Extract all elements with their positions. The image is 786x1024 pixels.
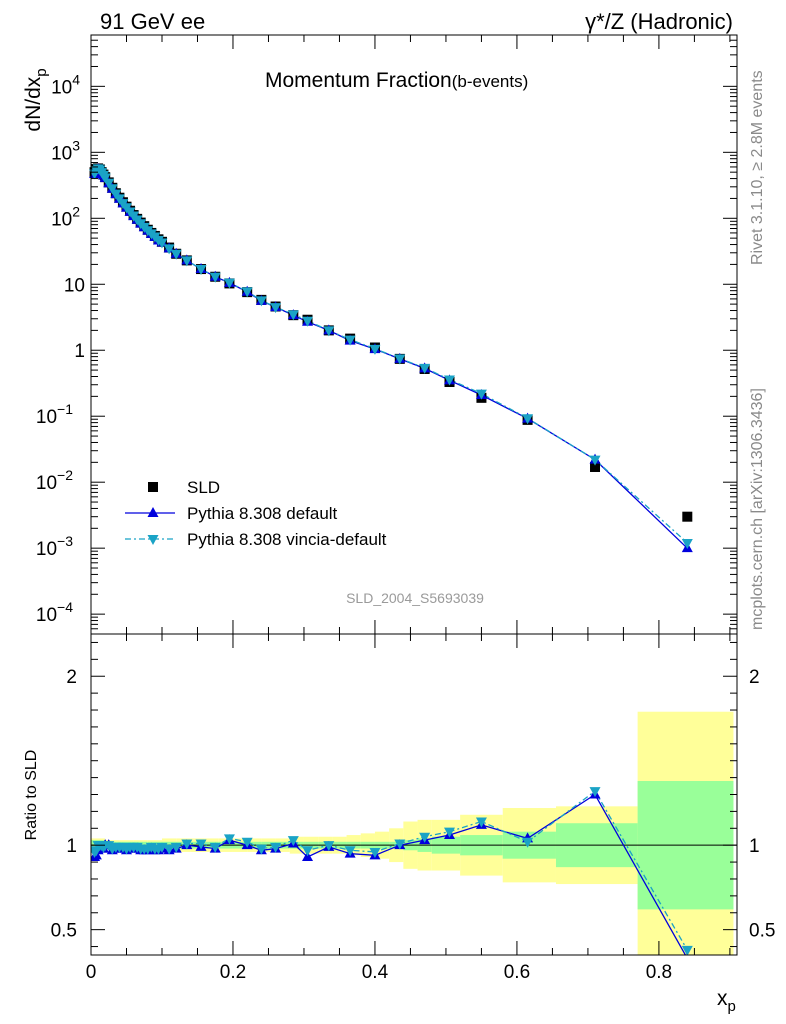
ratio-marks <box>91 787 693 955</box>
y-tick-label: 10−1 <box>36 401 73 428</box>
ratio-ylabel: Ratio to SLD <box>23 750 40 841</box>
legend-label: Pythia 8.308 default <box>187 504 338 523</box>
pythia-vincia-point <box>181 256 193 267</box>
legend-marker <box>147 507 159 517</box>
ratio-panel: 0.5 0.5 1 1 2 2 0 0.2 0.4 0.6 0.8 Ratio to SLD xp <box>23 633 775 1015</box>
x-tick-label: 0.8 <box>646 962 672 983</box>
pythia-vincia-point <box>106 184 118 195</box>
main-ylabel: dN/dxp <box>22 68 50 131</box>
y-tick-label: 10−2 <box>36 467 73 494</box>
ratio-y-tick-label-right: 1 <box>749 836 760 857</box>
y-tick-label: 10−4 <box>36 599 73 626</box>
pythia-vincia-point <box>344 335 356 346</box>
ratio-vincia-point <box>589 787 601 798</box>
ratio-vincia-point <box>241 837 253 848</box>
ratio-y-tick-label-right: 0.5 <box>749 921 775 942</box>
pythia-vincia-point <box>195 265 207 276</box>
ratio-y-tick-label-right: 2 <box>749 667 760 688</box>
ratio-vincia-point <box>443 827 455 838</box>
ratio-vincia-point <box>255 844 267 855</box>
ratio-vincia-point <box>394 839 406 850</box>
pythia-vincia-point <box>287 310 299 321</box>
pythia-vincia-point <box>163 244 175 255</box>
main-panel: 10−4 10−3 10−2 10−1 1 10 102 103 104 Momentum Fr… <box>22 34 738 635</box>
ratio-vincia-point <box>323 841 335 852</box>
y-tick-label: 104 <box>51 71 80 98</box>
ratio-axes: 0.5 0.5 1 1 2 2 0 0.2 0.4 0.6 0.8 <box>51 634 775 983</box>
pythia-vincia-line <box>93 167 688 544</box>
sld-data-point <box>682 511 693 522</box>
mcplots-label: mcplots.cern.ch [arXiv:1306.3436] <box>749 388 766 630</box>
pythia-vincia-point <box>156 238 168 249</box>
ratio-vincia-point <box>181 839 193 850</box>
x-tick-label: 0.4 <box>362 962 389 983</box>
ratio-vincia-point <box>344 846 356 857</box>
y-tick-label: 103 <box>51 137 80 164</box>
pythia-vincia-point <box>394 354 406 365</box>
legend-marker <box>148 482 158 492</box>
pythia-vincia-point <box>302 316 314 327</box>
main-marks <box>89 163 693 553</box>
x-tick-label: 0 <box>86 962 97 983</box>
watermark: SLD_2004_S5693039 <box>346 590 484 606</box>
ratio-series-group <box>91 787 693 955</box>
ratio-vincia-point <box>419 832 431 843</box>
pythia-vincia-point <box>223 278 235 289</box>
header-right: γ*/Z (Hadronic) <box>585 9 733 34</box>
pythia-vincia-point <box>241 287 253 298</box>
x-axis-label: xp <box>717 987 736 1015</box>
main-axes: 10−4 10−3 10−2 10−1 1 10 102 103 104 <box>36 34 737 635</box>
ratio-vincia-point <box>209 842 221 853</box>
pythia-vincia-point <box>209 272 221 283</box>
sld-data-point <box>590 461 601 472</box>
ratio-vincia-point <box>522 837 534 848</box>
pythia-default-line <box>93 168 688 549</box>
pythia-vincia-point <box>323 326 335 337</box>
ratio-vincia-point <box>369 847 381 858</box>
pythia-vincia-point <box>103 178 115 189</box>
ratio-y-tick-label-left: 2 <box>66 667 77 688</box>
pythia-vincia-point <box>99 173 111 184</box>
x-tick-label: 0.2 <box>220 962 246 983</box>
legend-label: SLD <box>187 478 220 497</box>
legend-marker <box>147 535 159 545</box>
y-tick-label: 10 <box>64 275 85 296</box>
pythia-vincia-point <box>475 389 487 400</box>
pythia-vincia-point <box>589 455 601 466</box>
pythia-vincia-point <box>270 303 282 314</box>
ratio-bands <box>91 711 737 955</box>
pythia-vincia-point <box>419 363 431 374</box>
legend-label: Pythia 8.308 vincia-default <box>187 530 387 549</box>
ratio-y-tick-label-left: 0.5 <box>51 921 77 942</box>
ratio-vincia-point <box>163 844 175 855</box>
ratio-y-tick-label-left: 1 <box>66 836 77 857</box>
main-title: Momentum Fraction(b-events) <box>265 69 528 92</box>
legend: SLD Pythia 8.308 default Pythia 8.308 vinc… <box>125 478 387 549</box>
pythia-vincia-point <box>443 375 455 386</box>
y-tick-label: 1 <box>74 341 85 362</box>
rivet-label: Rivet 3.1.10, ≥ 2.8M events <box>749 70 766 265</box>
ratio-vincia-point <box>681 945 693 955</box>
ratio-vincia-point <box>302 846 314 857</box>
x-tick-label: 0.6 <box>504 962 530 983</box>
pythia-vincia-point <box>170 249 182 260</box>
pythia-vincia-point <box>255 296 267 307</box>
header-left: 91 GeV ee <box>100 9 205 34</box>
ratio-vincia-point <box>195 839 207 850</box>
pythia-vincia-point <box>369 344 381 355</box>
ratio-vincia-point <box>270 842 282 853</box>
ratio-vincia-point <box>170 842 182 853</box>
ratio-vincia-point <box>287 836 299 847</box>
pythia-vincia-point <box>522 414 534 425</box>
y-tick-label: 102 <box>51 203 80 230</box>
pythia-vincia-point <box>681 538 693 549</box>
y-tick-label: 10−3 <box>36 533 73 560</box>
ratio-vincia-point <box>475 817 487 828</box>
ratio-vincia-point <box>223 834 235 845</box>
